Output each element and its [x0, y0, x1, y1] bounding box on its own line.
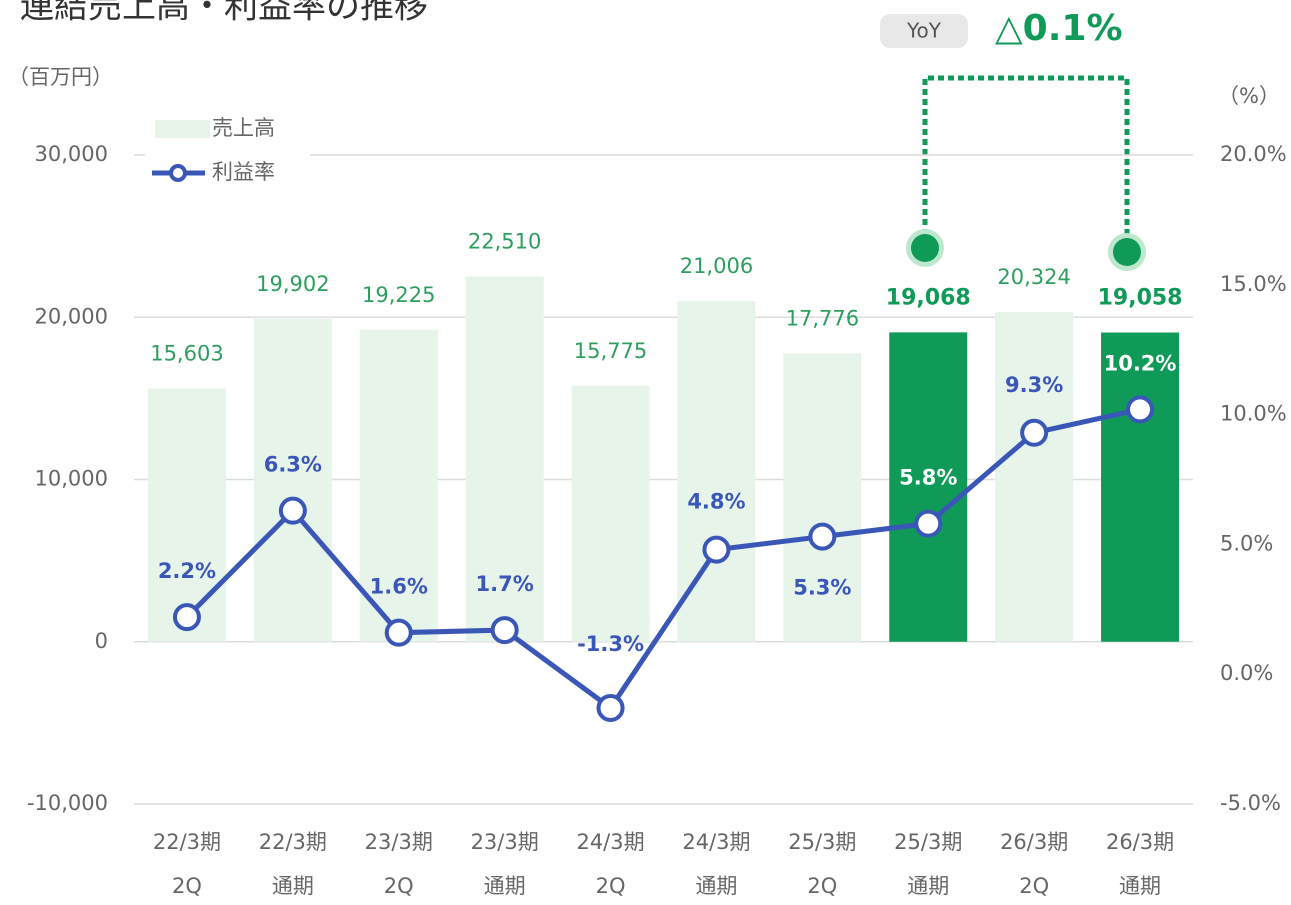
- yoy-bracket: [922, 75, 1130, 238]
- bar: [147, 388, 226, 642]
- line-value-label: -1.3%: [577, 632, 644, 656]
- bar-value-label: 19,058: [1098, 286, 1183, 311]
- x-tick-label: 22/3期: [153, 830, 221, 854]
- y2-tick-label: 20.0%: [1220, 142, 1287, 166]
- line-value-label: 1.7%: [476, 572, 534, 596]
- line: [185, 406, 1141, 712]
- legend-swatch-bar: [155, 120, 210, 138]
- bar-value-label: 21,006: [680, 254, 753, 278]
- x-tick-label: 通期: [484, 874, 526, 898]
- bar: [359, 329, 438, 642]
- x-tick-label: 22/3期: [259, 830, 327, 854]
- line-marker: [1020, 418, 1049, 447]
- legend-label: 利益率: [212, 160, 275, 184]
- line-marker: [914, 509, 943, 538]
- y2-tick-label: 5.0%: [1220, 531, 1273, 555]
- x-tick-label: 通期: [1119, 874, 1161, 898]
- line-layer: 2.2% 6.3% 1.6% 1.7% -1.3% 4.8% 5.3% 5.8% 9.3% 10.…: [158, 351, 1177, 722]
- x-tick-label: 23/3期: [471, 830, 539, 854]
- y2-axis-label: （%）: [1218, 84, 1280, 108]
- line-value-label: 4.8%: [687, 490, 745, 514]
- line-marker: [384, 618, 413, 647]
- line-value-label: 5.3%: [793, 576, 851, 600]
- y-tick-label: -10,000: [27, 791, 108, 815]
- x-tick-label: 2Q: [807, 874, 837, 898]
- legend-swatch-marker: [169, 164, 187, 182]
- x-tick-label: 通期: [907, 874, 949, 898]
- line-value-label: 2.2%: [158, 559, 216, 583]
- line-marker: [490, 616, 519, 645]
- x-tick-label: 24/3期: [682, 830, 750, 854]
- line-value-label: 9.3%: [1005, 373, 1063, 397]
- bar-value-label: 19,068: [886, 285, 971, 310]
- line-marker: [278, 496, 307, 525]
- bar: [1101, 332, 1180, 642]
- bar-value-label: 15,603: [150, 342, 223, 366]
- legend-label: 売上高: [212, 116, 275, 140]
- grid: -10,000 0 10,000 20,000 30,000 -5.0% 0.0% 5.0% 1…: [27, 142, 1287, 815]
- line-value-label: 5.8%: [899, 466, 957, 490]
- line-marker: [1126, 395, 1155, 424]
- bar: [783, 353, 862, 642]
- bar-value-label: 19,225: [362, 283, 435, 307]
- line-marker: [596, 693, 625, 722]
- y2-tick-label: 10.0%: [1220, 402, 1287, 426]
- yoy-dot: [1113, 238, 1141, 266]
- y-tick-label: 0: [95, 629, 108, 653]
- x-tick-label: 26/3期: [1000, 830, 1068, 854]
- x-tick-label: 2Q: [384, 874, 414, 898]
- y2-tick-label: 0.0%: [1220, 661, 1273, 685]
- x-tick-label: 24/3期: [576, 830, 644, 854]
- y-axis-label: （百万円）: [8, 65, 113, 89]
- x-tick-label: 2Q: [1019, 874, 1049, 898]
- bar-value-label: 22,510: [468, 230, 541, 254]
- bar: [253, 318, 332, 642]
- y-tick-label: 30,000: [35, 142, 108, 166]
- bar: [889, 332, 968, 642]
- x-tick-label: 23/3期: [365, 830, 433, 854]
- bar: [571, 385, 650, 642]
- yoy-dot: [911, 234, 939, 262]
- yoy-badge: [880, 14, 968, 48]
- chart-title: 連結売上高・利益率の推移: [20, 0, 428, 27]
- x-tick-label: 通期: [272, 874, 314, 898]
- x-tick-label: 通期: [695, 874, 737, 898]
- yoy-badge-text: YoY: [906, 19, 942, 43]
- bar-value-label: 19,902: [256, 272, 329, 296]
- x-tick-label: 25/3期: [788, 830, 856, 854]
- line-value-label: 10.2%: [1104, 351, 1177, 375]
- bar-value-label: 17,776: [786, 306, 859, 330]
- line-value-label: 6.3%: [264, 453, 322, 477]
- bar: [995, 311, 1074, 642]
- x-tick-label: 2Q: [172, 874, 202, 898]
- x-tick-label: 26/3期: [1106, 830, 1174, 854]
- y2-tick-label: 15.0%: [1220, 272, 1287, 296]
- line-marker: [702, 535, 731, 564]
- bar-value-label: 20,324: [997, 265, 1070, 289]
- line-value-label: 1.6%: [370, 575, 428, 599]
- x-tick-label: 25/3期: [894, 830, 962, 854]
- yoy-value: △0.1%: [995, 8, 1123, 49]
- bar-value-label: 15,775: [574, 339, 647, 363]
- line-marker: [172, 603, 201, 632]
- x-tick-label: 2Q: [596, 874, 626, 898]
- y2-tick-label: -5.0%: [1220, 791, 1281, 815]
- line-marker: [808, 522, 837, 551]
- y-tick-label: 10,000: [35, 467, 108, 491]
- y-tick-label: 20,000: [35, 304, 108, 328]
- bar: [465, 276, 544, 642]
